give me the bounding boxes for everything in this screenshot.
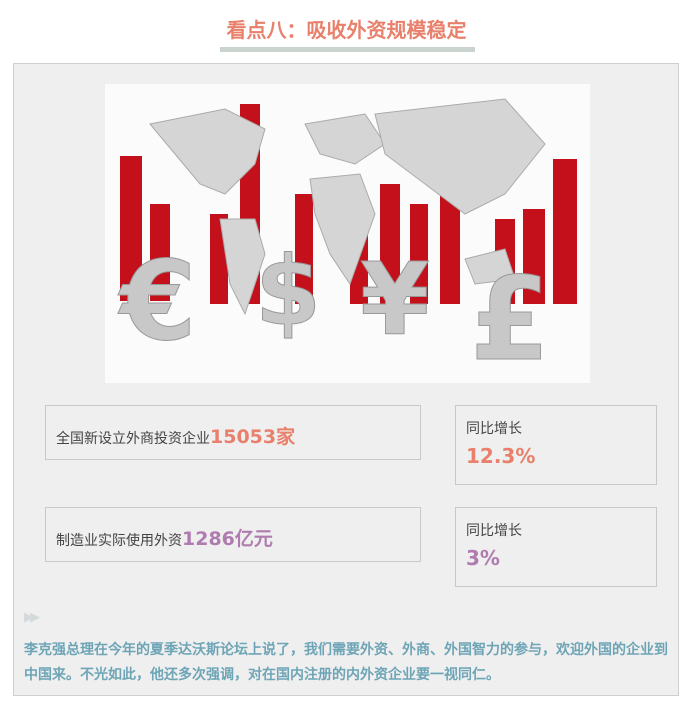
- stat-label: 全国新设立外商投资企业: [56, 431, 210, 447]
- world-map-currency-image: € $ ¥ £: [105, 84, 590, 388]
- stat-label: 制造业实际使用外资: [56, 533, 182, 549]
- stat-box-manufacturing-fdi: 制造业实际使用外资1286亿元: [45, 507, 421, 562]
- yen-icon: ¥: [360, 241, 430, 358]
- growth-value: 3%: [466, 546, 500, 570]
- stat-value: 1286亿元: [182, 528, 273, 550]
- body-paragraph: 李克强总理在今年的夏季达沃斯论坛上说了，我们需要外资、外商、外国智力的参与，欢迎…: [24, 642, 668, 683]
- title-underline: [220, 47, 475, 52]
- page-title: 看点八：吸收外资规模稳定: [226, 18, 467, 42]
- growth-box-new-enterprises: 同比增长 12.3%: [455, 405, 657, 485]
- dollar-icon: $: [255, 237, 321, 347]
- double-triangle-right-icon: ▶▶: [24, 610, 40, 625]
- pound-icon: £: [470, 253, 550, 383]
- growth-label: 同比增长: [466, 523, 522, 539]
- euro-icon: €: [117, 237, 197, 365]
- stat-value: 15053家: [210, 426, 296, 448]
- growth-value: 12.3%: [466, 444, 536, 468]
- growth-box-manufacturing-fdi: 同比增长 3%: [455, 507, 657, 587]
- growth-label: 同比增长: [466, 421, 522, 437]
- stat-box-new-enterprises: 全国新设立外商投资企业15053家: [45, 405, 421, 460]
